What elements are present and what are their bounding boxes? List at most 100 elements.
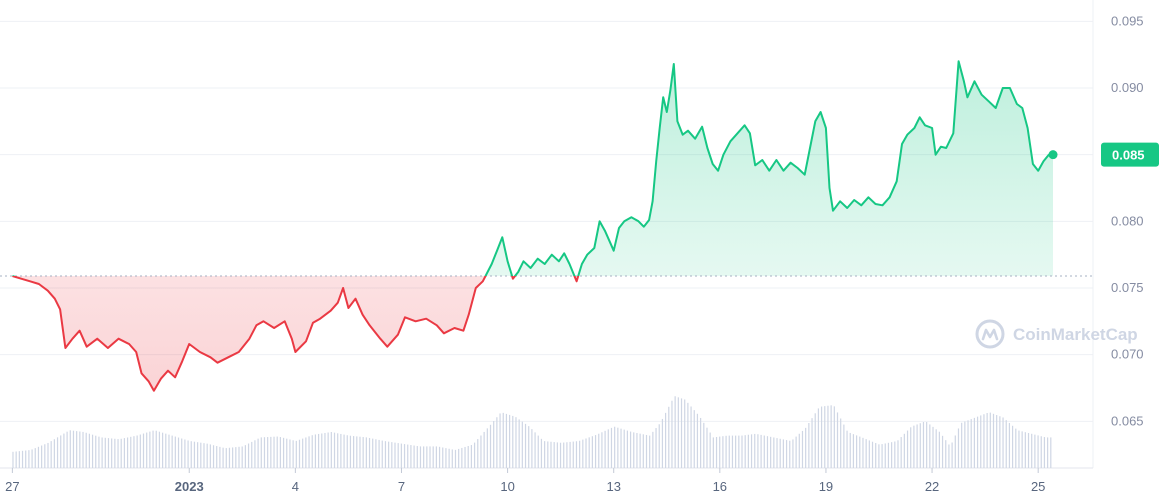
watermark-text: CoinMarketCap [1013,325,1138,344]
volume-bar [461,447,463,468]
volume-bar [152,430,154,468]
volume-bar [929,424,931,468]
volume-bar [518,419,520,468]
volume-bar [719,436,721,468]
volume-bar [766,436,769,468]
price-line-down[interactable] [12,61,1053,392]
volume-bar [311,435,313,468]
volume-bar [41,445,43,468]
volume-bar [149,431,151,468]
volume-bar [919,423,921,468]
volume-bar [585,438,587,468]
volume-bars [12,396,1052,468]
volume-bar [426,446,428,468]
volume-bar [645,434,648,468]
x-tick-label: 10 [500,479,514,494]
volume-bar [830,405,832,468]
volume-bar [162,432,164,468]
volume-bar [833,406,835,468]
volume-bar [750,434,753,468]
volume-bar [107,438,110,468]
volume-bar [136,435,138,468]
volume-bar [432,446,434,468]
volume-bar [633,432,635,468]
volume-bar [754,433,756,468]
volume-bar [295,440,297,468]
volume-bar [989,412,991,468]
volume-bar [664,412,667,468]
volume-bar [225,448,227,468]
volume-bar [423,446,425,468]
volume-bar [572,441,574,468]
volume-bar [158,431,161,468]
volume-bar [454,449,457,468]
volume-bar [712,437,714,468]
volume-bar [652,431,654,468]
x-axis: 27 2023 4 7 10 13 16 19 22 25 [5,468,1045,494]
volume-bar [524,423,527,468]
volume-bar [111,438,113,468]
volume-bar [375,439,377,468]
volume-bar [222,447,224,468]
volume-bar [66,431,68,468]
current-price-label: 0.085 [1112,148,1145,163]
volume-bar [88,433,90,468]
volume-bar [1037,435,1039,468]
volume-bar [470,445,473,468]
x-tick-label: 2023 [175,479,204,494]
volume-bar [238,446,240,468]
volume-bar [247,443,250,468]
volume-bar [677,397,679,468]
volume-bar [878,444,880,468]
volume-bar [534,432,536,468]
volume-bar [910,427,912,468]
volume-bar [1005,420,1007,468]
volume-bar [305,437,307,468]
x-tick-label: 4 [292,479,299,494]
volume-bar [197,442,199,468]
volume-bar [28,450,30,468]
volume-bar [626,430,628,468]
volume-bar [155,430,157,468]
volume-bar [372,438,374,468]
price-line-up[interactable] [12,60,1053,390]
volume-bar [193,441,196,468]
volume-bar [537,435,539,468]
price-line[interactable] [12,60,1053,392]
volume-bar [763,435,765,468]
volume-bar [948,444,950,468]
volume-bar [980,415,982,468]
volume-bar [649,435,651,468]
volume-bar [276,436,278,468]
volume-bar [805,427,807,468]
volume-bar [715,436,718,468]
volume-bar [900,437,902,468]
volume-bar [413,445,415,468]
volume-bar [114,438,116,468]
volume-bar [824,406,826,468]
volume-bar [1034,434,1036,468]
volume-bar [961,422,963,468]
volume-bar [941,435,944,468]
volume-bar [563,442,565,468]
watermark: CoinMarketCap [975,319,1138,349]
volume-bar [792,439,794,468]
volume-bar [333,432,336,468]
volume-bar [808,423,810,468]
volume-bar [932,426,934,468]
volume-bar [267,437,269,468]
volume-bar [448,448,450,468]
volume-bar [232,447,234,468]
volume-bar [868,440,870,468]
volume-bar [142,433,145,468]
volume-bar [12,451,14,468]
volume-bar [146,432,148,468]
volume-bar [69,430,71,468]
volume-bar [464,446,466,468]
x-tick-label: 13 [606,479,620,494]
volume-bar [445,448,447,468]
volume-bar [976,416,979,468]
volume-bar [591,436,593,468]
